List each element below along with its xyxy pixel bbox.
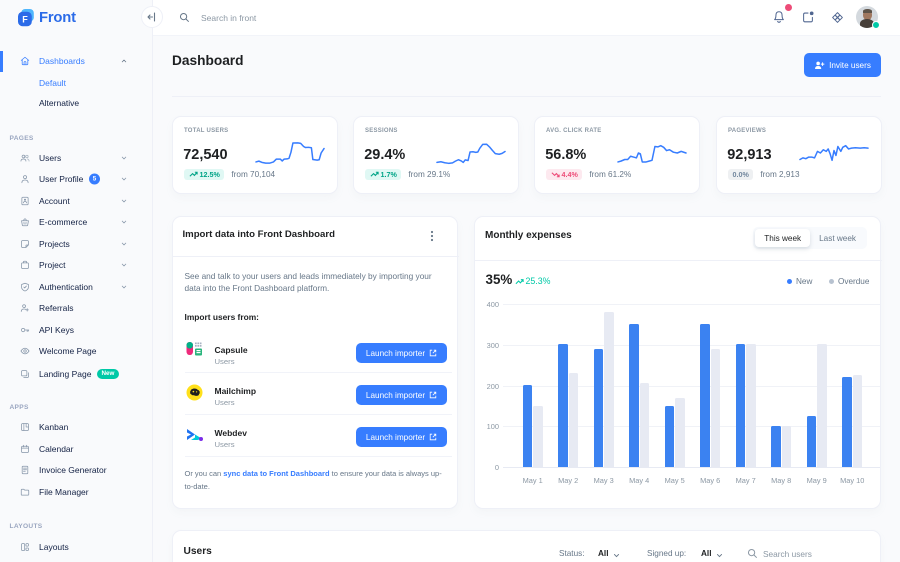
svg-text:F: F [22, 15, 28, 25]
